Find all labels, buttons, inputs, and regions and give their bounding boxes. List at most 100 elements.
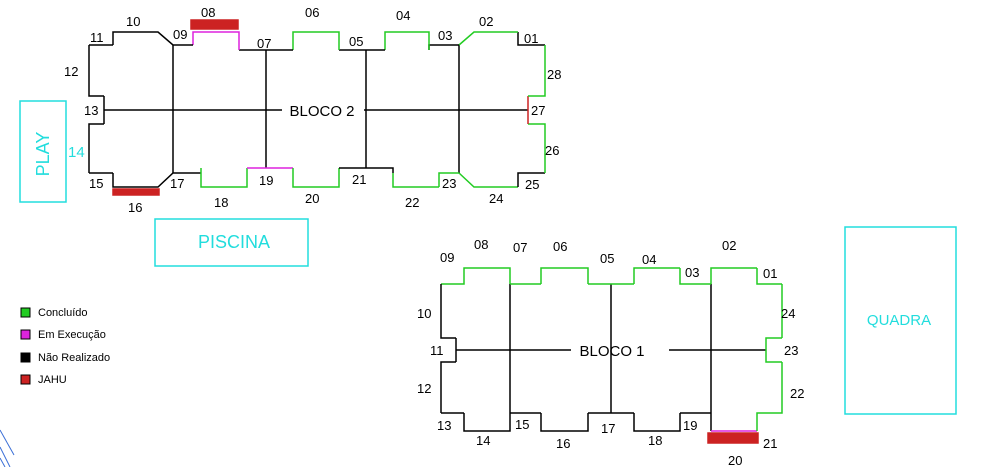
play-label: PLAY (33, 132, 53, 177)
bloco2-seg-28 (528, 45, 546, 97)
play-number-label: 14 (68, 144, 85, 161)
bloco2-seg-25 (517, 172, 545, 187)
bloco2-seg-22 (392, 173, 439, 188)
bloco1-seg-06 (540, 267, 589, 284)
bloco2-seg-02 (458, 31, 518, 46)
legend-label-execucao: Em Execução (38, 329, 106, 341)
bloco1-seg-04 (633, 267, 680, 284)
bloco1-label-07: 07 (513, 240, 527, 255)
bloco-2 (88, 19, 546, 196)
bloco2-title: BLOCO 2 (289, 103, 354, 120)
bloco1-label-14: 14 (476, 433, 490, 448)
bloco2-seg-26 (528, 123, 546, 173)
bloco2-label-21: 21 (352, 172, 366, 187)
quadra-label: QUADRA (867, 312, 931, 329)
bloco2-label-24: 24 (489, 191, 503, 206)
bloco2-label-23: 23 (442, 176, 456, 191)
bloco-1 (440, 267, 783, 444)
bloco1-seg-09 (441, 267, 487, 285)
bloco2-seg-21 (339, 167, 394, 173)
bloco1-seg-02 (710, 267, 757, 284)
bloco2-seg-03 (428, 44, 459, 50)
bloco1-label-24: 24 (781, 306, 795, 321)
legend-swatch-concluido (20, 307, 31, 318)
bloco2-label-18: 18 (214, 195, 228, 210)
bloco2-seg-01 (517, 32, 545, 46)
bloco2-seg-24 (458, 172, 518, 188)
bloco2-label-16: 16 (128, 200, 142, 215)
bloco2-seg-04 (384, 31, 430, 50)
bloco2-label-02: 02 (479, 14, 493, 29)
bloco2-label-10: 10 (126, 14, 140, 29)
bloco1-label-04: 04 (642, 252, 656, 267)
bloco2-seg-23 (438, 172, 459, 187)
quadra-area (844, 226, 957, 415)
bloco1-seg-16 (540, 413, 589, 432)
bloco1-label-03: 03 (685, 265, 699, 280)
bloco2-label-17: 17 (170, 176, 184, 191)
corner-lines (0, 429, 15, 467)
bloco1-seg-18 (633, 413, 681, 432)
bloco1-label-08: 08 (474, 237, 488, 252)
bloco2-seg-20 (292, 168, 340, 188)
bloco1-label-17: 17 (601, 421, 615, 436)
bloco2-label-11: 11 (90, 30, 104, 45)
bloco2-seg-09 (192, 31, 240, 50)
bloco2-seg-18 (200, 168, 248, 188)
bloco1-label-21: 21 (763, 436, 777, 451)
bloco1-label-10: 10 (417, 306, 431, 321)
bloco2-seg-12 (88, 45, 104, 97)
legend-label-nao-realizado: Não Realizado (38, 352, 110, 364)
bloco1-seg-14 (463, 413, 511, 432)
bloco1-title: BLOCO 1 (579, 343, 644, 360)
bloco1-labels: 01 02 03 04 05 06 07 08 09 10 11 12 13 1… (417, 237, 804, 467)
bloco2-label-04: 04 (396, 8, 410, 23)
bloco1-label-16: 16 (556, 436, 570, 451)
bloco1-label-01: 01 (763, 266, 777, 281)
bloco1-seg-23 (765, 337, 782, 363)
legend-swatch-jahu (20, 374, 31, 385)
bloco1-seg-12 (440, 361, 456, 413)
bloco1-label-15: 15 (515, 417, 529, 432)
bloco1-seg-20 (707, 432, 759, 444)
bloco2-label-13: 13 (84, 103, 98, 118)
bloco2-label-09: 09 (173, 27, 187, 42)
bloco2-label-20: 20 (305, 191, 319, 206)
bloco2-labels: 01 02 03 04 05 06 07 08 09 10 11 12 13 1… (64, 5, 561, 215)
bloco2-label-12: 12 (64, 64, 78, 79)
bloco2-label-01: 01 (524, 31, 538, 46)
piscina-area (154, 218, 309, 267)
bloco1-label-09: 09 (440, 250, 454, 265)
bloco1-label-06: 06 (553, 239, 567, 254)
bloco2-label-25: 25 (525, 177, 539, 192)
bloco1-seg-03 (679, 268, 711, 285)
bloco1-label-19: 19 (683, 418, 697, 433)
bloco1-label-11: 11 (430, 343, 444, 358)
bloco1-label-05: 05 (600, 251, 614, 266)
bloco2-label-22: 22 (405, 195, 419, 210)
bloco2-seg-17 (112, 172, 201, 188)
bloco2-seg-06 (292, 31, 340, 50)
bloco2-seg-14 (88, 123, 104, 173)
bloco1-seg-22 (756, 362, 783, 431)
legend: Concluído Em Execução Não Realizado JAHU (20, 307, 110, 386)
piscina-label: PISCINA (198, 232, 270, 252)
bloco2-label-05: 05 (349, 34, 363, 49)
bloco1-seg-01 (756, 268, 782, 285)
bloco2-seg-08 (190, 19, 239, 30)
bloco1-label-20: 20 (728, 453, 742, 467)
bloco1-label-02: 02 (722, 238, 736, 253)
play-area (19, 100, 67, 203)
legend-swatch-execucao (20, 329, 31, 340)
bloco1-seg-08 (487, 267, 511, 284)
bloco2-label-19: 19 (259, 173, 273, 188)
bloco2-label-15: 15 (89, 176, 103, 191)
bloco2-seg-16 (112, 188, 160, 196)
bloco2-label-28: 28 (547, 67, 561, 82)
bloco1-label-13: 13 (437, 418, 451, 433)
bloco2-label-27: 27 (531, 103, 545, 118)
bloco2-label-06: 06 (305, 5, 319, 20)
bloco1-label-12: 12 (417, 381, 431, 396)
bloco1-seg-10 (440, 284, 456, 339)
